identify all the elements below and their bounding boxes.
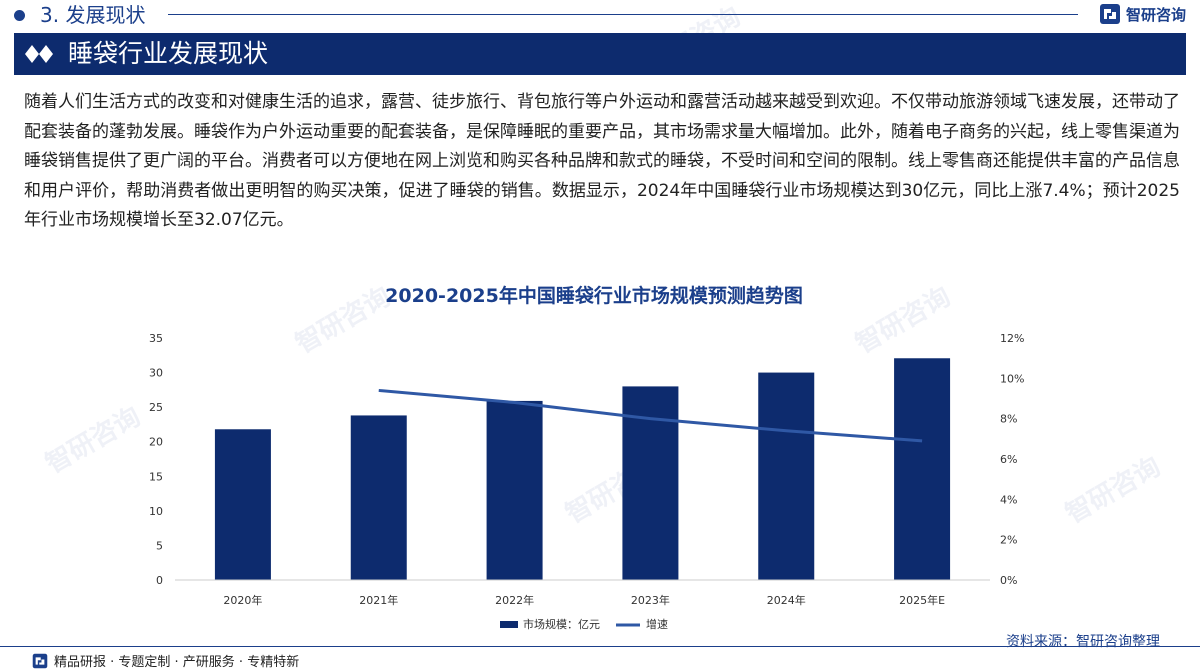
y-left-tick-label: 5 [156,539,163,552]
chart-title: 2020-2025年中国睡袋行业市场规模预测趋势图 [385,284,803,307]
brand-name: 智研咨询 [1125,5,1186,24]
x-tick-label: 2022年 [495,593,534,607]
bar [894,358,951,580]
bar [214,429,271,580]
y-axis-right: 0% 2% 4% 6% 8% 10% 12% [1000,332,1024,587]
line-series [378,388,923,443]
x-tick-label: 2020年 [223,593,262,607]
y-left-tick-label: 25 [149,401,163,414]
y-left-tick-label: 15 [149,470,163,483]
title-banner: 睡袋行业发展现状 [14,33,1186,75]
legend-bar-swatch [500,621,518,628]
brand-logo-icon [1099,4,1120,24]
body-paragraph: 随着人们生活方式的改变和对健康生活的追求，露营、徒步旅行、背包旅行等户外运动和露… [24,92,1180,230]
brand-logo: 智研咨询 [1099,3,1186,25]
y-right-tick-label: 4% [1000,493,1017,506]
y-left-tick-label: 20 [149,436,163,449]
x-tick-label: 2023年 [631,593,670,607]
y-left-tick-label: 10 [149,505,163,518]
x-tick-label: 2021年 [359,593,398,607]
y-axis-left: 0 5 10 15 20 25 30 35 [149,332,163,587]
top-header: 3. 发展现状 智研咨询 [0,0,1200,32]
x-axis: 2020年 2021年 2022年 2023年 2024年 2025年E [175,579,990,607]
y-left-tick-label: 35 [149,332,163,345]
diamond-bullet-icon [25,45,53,63]
y-right-tick-label: 12% [1000,332,1024,345]
footer-tagline: 精品研报 · 专题定制 · 产研服务 · 专精特新 [54,655,300,670]
section-bullet-icon [14,10,25,21]
page-title: 睡袋行业发展现状 [68,39,269,68]
bar-series [214,358,951,580]
brand-logo-icon [32,653,48,668]
x-tick-label: 2025年E [899,593,945,607]
chart-legend: 市场规模：亿元 增速 [500,617,668,631]
bar [486,400,543,580]
y-right-tick-label: 6% [1000,453,1017,466]
footer: 精品研报 · 专题定制 · 产研服务 · 专精特新 [0,646,1200,671]
y-right-tick-label: 10% [1000,372,1024,385]
y-right-tick-label: 8% [1000,413,1017,426]
y-left-tick-label: 30 [149,367,163,380]
chart-container: 2020-2025年中国睡袋行业市场规模预测趋势图 0 5 10 15 20 25 30 35… [0,278,1200,648]
legend-line-label: 增速 [646,617,668,631]
section-label: 3. 发展现状 [40,3,146,27]
header-divider [168,14,1078,15]
footer-divider [0,646,1200,647]
bar [350,415,407,580]
legend-bar-label: 市场规模：亿元 [523,617,600,631]
x-tick-label: 2024年 [767,593,806,607]
bar [758,372,815,580]
footer-brand: 精品研报 · 专题定制 · 产研服务 · 专精特新 [32,651,299,670]
y-left-tick-label: 0 [156,574,163,587]
chart: 2020-2025年中国睡袋行业市场规模预测趋势图 0 5 10 15 20 25 30 35… [149,284,1024,631]
y-right-tick-label: 0% [1000,574,1017,587]
y-right-tick-label: 2% [1000,534,1017,547]
